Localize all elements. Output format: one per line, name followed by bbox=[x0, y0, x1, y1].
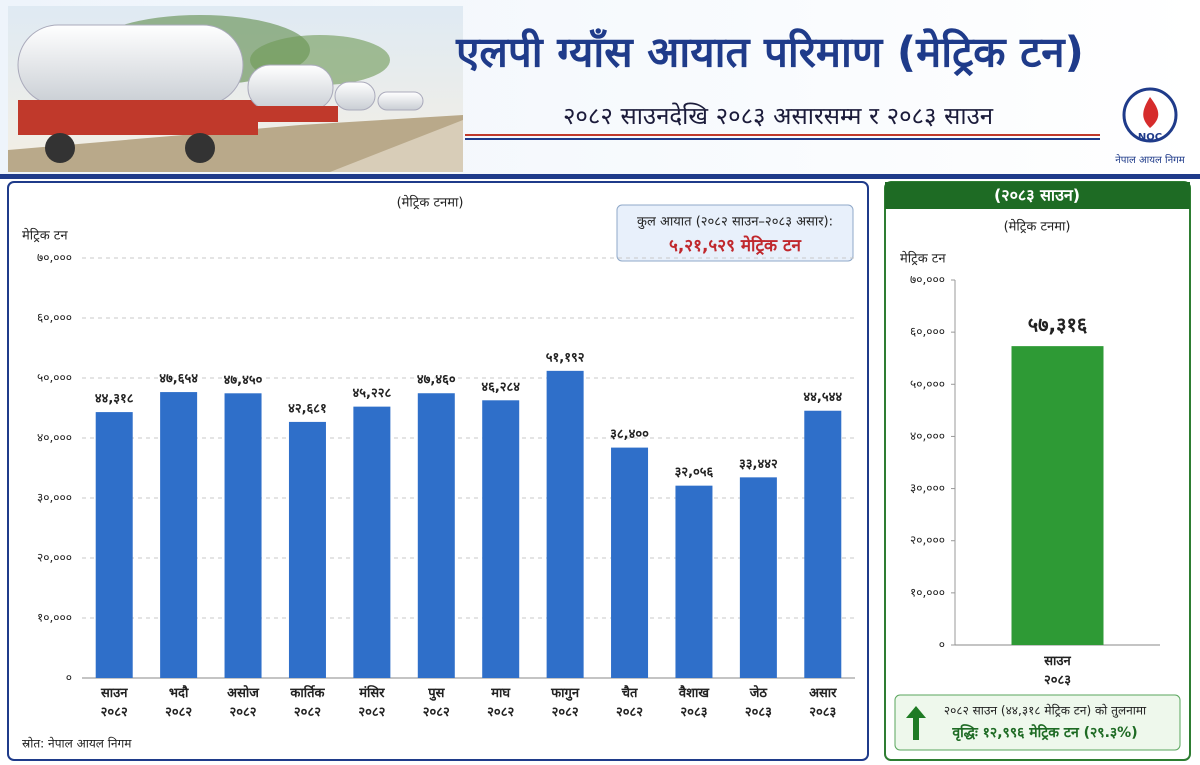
value-label: ४६,२८४ bbox=[481, 380, 520, 395]
bar bbox=[353, 406, 391, 678]
x-tick-label: वैशाख २०८३ bbox=[678, 685, 710, 720]
header-bar bbox=[0, 174, 1200, 179]
x-tick-label: साउन २०८३ bbox=[1043, 654, 1071, 688]
x-tick-label: असार २०८३ bbox=[809, 686, 837, 720]
bar bbox=[417, 393, 455, 678]
bar bbox=[1011, 346, 1104, 645]
y-tick-label: २०,००० bbox=[910, 533, 945, 547]
header-subtitle: २०८२ साउनदेखि २०८३ असारसम्म र २०८३ साउन bbox=[563, 102, 994, 130]
bar bbox=[224, 393, 262, 678]
value-label: ३३,४४२ bbox=[739, 457, 778, 472]
value-label: ४२,६८१ bbox=[288, 401, 327, 416]
value-label: ४४,३१८ bbox=[95, 392, 134, 407]
y-tick-label: ६०,००० bbox=[37, 311, 72, 325]
y-tick-label: ३०,००० bbox=[910, 481, 945, 495]
value-label: ५७,३१६ bbox=[1028, 313, 1088, 337]
x-tick-label: माघ २०८२ bbox=[487, 686, 514, 720]
bar bbox=[675, 485, 713, 678]
value-label: ४७,४६० bbox=[417, 373, 456, 388]
value-label: ३८,४०० bbox=[610, 427, 649, 442]
value-label: ३२,०५६ bbox=[675, 465, 714, 480]
bar bbox=[288, 421, 326, 678]
x-tick-label: फागुन २०८२ bbox=[550, 686, 580, 720]
y-tick-label: ३०,००० bbox=[37, 491, 72, 505]
comparison-box bbox=[894, 694, 1181, 751]
x-tick-label: कार्तिक २०८२ bbox=[289, 685, 325, 720]
y-axis-label: मेट्रिक टन bbox=[900, 251, 946, 267]
x-tick-label: जेठ २०८३ bbox=[745, 685, 772, 720]
right-title-bar bbox=[885, 182, 1190, 209]
logo-caption: नेपाल आयल निगम bbox=[1115, 154, 1186, 166]
y-tick-label: ० bbox=[66, 671, 72, 685]
logo-text: NOC bbox=[1138, 132, 1162, 143]
total-value: ५,२१,५२९ मेट्रिक टन bbox=[669, 235, 802, 256]
bar bbox=[482, 400, 520, 678]
bar bbox=[611, 447, 649, 678]
up-arrow bbox=[906, 706, 926, 740]
y-tick-label: १०,००० bbox=[37, 611, 72, 625]
value-label: ४७,४५० bbox=[224, 373, 263, 388]
bar bbox=[546, 370, 584, 678]
y-tick-label: ७०,००० bbox=[910, 273, 945, 287]
bar bbox=[804, 410, 842, 678]
value-label: ४५,२२८ bbox=[353, 386, 392, 401]
header-title: एलपी ग्याँस आयात परिमाण (मेट्रिक टन) bbox=[455, 28, 1084, 77]
y-tick-label: ५०,००० bbox=[910, 377, 945, 391]
header-photo bbox=[8, 6, 463, 172]
x-tick-label: मंसिर २०८२ bbox=[358, 685, 385, 720]
bar bbox=[160, 392, 198, 678]
x-tick-label: भदौ २०८२ bbox=[165, 685, 192, 720]
right-title: (२०८३ साउन) bbox=[994, 186, 1080, 205]
y-axis-label: मेट्रिक टन bbox=[22, 228, 68, 244]
y-tick-label: १०,००० bbox=[910, 585, 945, 599]
bar bbox=[95, 412, 133, 678]
value-label: ५१,१९२ bbox=[546, 350, 585, 365]
y-tick-label: २०,००० bbox=[37, 551, 72, 565]
y-tick-label: ७०,००० bbox=[37, 251, 72, 265]
x-tick-label: चैत २०८२ bbox=[616, 685, 643, 720]
total-label: कुल आयात (२०८२ साउन–२०८३ असार): bbox=[637, 215, 833, 230]
unit-note: (मेट्रिक टनमा) bbox=[1004, 219, 1071, 235]
value-label: ४७,६५४ bbox=[159, 372, 198, 387]
y-tick-label: ६०,००० bbox=[910, 325, 945, 339]
source: स्रोत: नेपाल आयल निगम bbox=[22, 737, 132, 751]
bar bbox=[739, 477, 777, 678]
y-tick-label: ४०,००० bbox=[910, 429, 945, 443]
unit-note: (मेट्रिक टनमा) bbox=[397, 195, 464, 211]
x-tick-label: असोज २०८२ bbox=[227, 685, 260, 720]
growth-label: वृद्धिः १२,९९६ मेट्रिक टन (२९.३%) bbox=[951, 724, 1137, 742]
x-tick-label: साउन २०८२ bbox=[100, 686, 128, 720]
comparison-label: २०८२ साउन (४४,३१८ मेट्रिक टन) को तुलनामा bbox=[944, 704, 1147, 719]
y-tick-label: ० bbox=[939, 638, 945, 652]
total-box bbox=[616, 204, 854, 262]
x-tick-label: पुस २०८२ bbox=[423, 686, 450, 720]
value-label: ४४,५४४ bbox=[803, 390, 842, 405]
y-tick-label: ४०,००० bbox=[37, 431, 72, 445]
y-tick-label: ५०,००० bbox=[37, 371, 72, 385]
logo-flame bbox=[1143, 97, 1159, 128]
